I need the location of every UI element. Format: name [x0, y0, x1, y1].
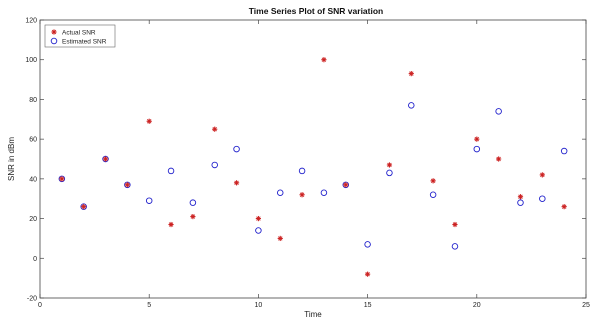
actual-snr-point — [561, 204, 567, 210]
estimated-snr-point — [167, 167, 175, 175]
estimated-snr-point — [298, 167, 306, 175]
estimated-snr-point — [145, 197, 153, 204]
actual-snr-point — [496, 156, 502, 162]
y-tick-label: 0 — [33, 256, 37, 263]
actual-snr-point — [168, 221, 174, 228]
chart-title: Time Series Plot of SNR variation — [249, 6, 383, 16]
legend: Actual SNR Estimated SNR — [44, 24, 116, 48]
estimated-snr-point — [255, 227, 262, 234]
actual-snr-point — [277, 235, 283, 242]
x-tick-label: 5 — [147, 302, 151, 309]
estimated-snr-point — [320, 189, 328, 197]
actual-snr-point — [321, 57, 327, 63]
actual-snr-point — [452, 221, 458, 228]
y-tick-label: 80 — [29, 97, 37, 104]
x-tick-label: 0 — [38, 302, 42, 309]
y-tick-label: 60 — [29, 137, 37, 144]
estimated-snr-point — [342, 181, 350, 189]
legend-label: Estimated SNR — [62, 38, 107, 45]
actual-snr-point — [59, 176, 65, 182]
estimated-snr-point — [364, 241, 371, 248]
actual-snr-point — [190, 213, 196, 220]
actual-snr-point — [408, 71, 414, 77]
actual-snr-point — [474, 136, 480, 142]
actual-snr-point — [212, 126, 218, 132]
estimated-snr-point — [386, 169, 393, 177]
estimated-snr-point — [211, 161, 218, 169]
actual-snr-point — [365, 271, 371, 277]
estimated-snr-point — [451, 243, 459, 250]
actual-snr-point — [255, 215, 261, 222]
estimated-snr-point — [495, 108, 502, 115]
actual-snr-point — [539, 172, 545, 178]
actual-snr-point — [430, 178, 436, 184]
estimated-snr-point — [539, 195, 546, 202]
y-axis-label: SNR in dBm — [7, 137, 16, 181]
y-tick-label: 40 — [29, 176, 37, 183]
actual-snr-point — [233, 180, 240, 186]
actual-snr-point — [146, 118, 152, 124]
actual-snr-point — [124, 182, 130, 188]
y-tick-label: 20 — [29, 216, 37, 223]
x-tick-label: 25 — [582, 302, 590, 309]
x-tick-label: 20 — [473, 302, 481, 309]
plot-area — [39, 19, 587, 299]
actual-snr-point — [102, 156, 109, 162]
x-tick-label: 10 — [255, 302, 263, 309]
actual-snr-point — [81, 204, 87, 210]
estimated-snr-point — [80, 203, 87, 210]
estimated-snr-point — [560, 147, 568, 155]
estimated-snr-point — [429, 191, 437, 198]
estimated-snr-point — [473, 145, 481, 153]
actual-snr-point — [386, 162, 393, 168]
y-tick-label: 120 — [25, 18, 37, 25]
legend-label: Actual SNR — [62, 29, 96, 36]
actual-snr-point — [517, 194, 524, 200]
y-tick-label: 100 — [25, 57, 37, 64]
actual-snr-point — [343, 182, 349, 188]
estimated-snr-point — [276, 189, 284, 197]
estimated-snr-point — [408, 102, 415, 109]
actual-snr-point — [299, 192, 305, 198]
estimated-snr-point — [102, 155, 109, 163]
estimated-snr-point — [189, 199, 197, 206]
legend-estimated-snr-marker — [50, 37, 58, 45]
legend-actual-snr-marker — [51, 29, 57, 35]
estimated-snr-point — [124, 181, 131, 189]
legend-box — [44, 24, 116, 48]
estimated-snr-point — [58, 175, 66, 183]
y-tick-label: -20 — [27, 296, 37, 303]
estimated-snr-point — [517, 199, 524, 206]
x-axis-label: Time — [304, 310, 322, 319]
x-tick-label: 15 — [364, 302, 372, 309]
data-points — [58, 57, 568, 277]
estimated-snr-point — [233, 145, 240, 153]
